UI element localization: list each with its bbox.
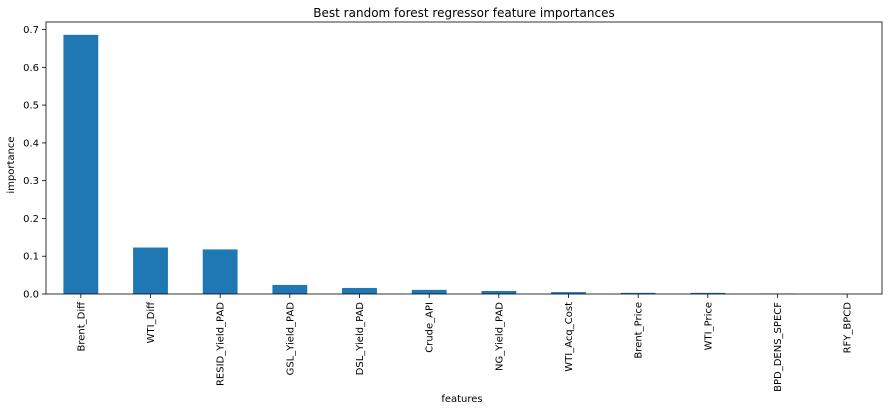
y-tick-label: 0.7 — [23, 25, 39, 36]
bar-gsl-yield-pad — [272, 284, 308, 294]
x-tick-label: RFY_BPCD — [843, 302, 854, 354]
y-tick-label: 0.3 — [23, 176, 39, 187]
y-tick-label: 0.5 — [23, 101, 39, 112]
bar-dsl-yield-pad — [342, 287, 377, 294]
y-tick-label: 0.0 — [23, 290, 39, 301]
bar-wti-diff — [133, 247, 168, 294]
x-tick-label: NG_Yield_PAD — [494, 302, 505, 371]
x-tick-label: WTI_Acq_Cost — [564, 302, 575, 372]
bar-wti-price — [690, 292, 726, 294]
x-tick-label: RESID_Yield_PAD — [216, 302, 227, 386]
plot-frame — [45, 21, 883, 295]
bar-resid-yield-pad — [202, 249, 238, 294]
y-tick-label: 0.1 — [23, 252, 39, 263]
x-tick-label: BPD_DENS_SPECF — [773, 302, 784, 392]
y-axis-ticks: 0.0 0.1 0.2 0.3 0.4 0.5 0.6 0.7 — [23, 25, 46, 301]
bar-crude-api — [411, 289, 447, 294]
y-axis-label: importance — [6, 136, 17, 193]
x-axis-label: features — [441, 394, 482, 405]
x-tick-label: Brent_Diff — [76, 301, 87, 352]
x-axis-ticks: Brent_Diff WTI_Diff RESID_Yield_PAD GSL_Yie… — [76, 294, 854, 392]
x-tick-label: WTI_Diff — [146, 301, 157, 343]
chart-title: Best random forest regressor feature imp… — [313, 6, 614, 20]
bar-brent-diff — [63, 34, 99, 294]
bar-ng-yield-pad — [481, 290, 517, 294]
x-tick-label: Brent_Price — [634, 302, 645, 359]
y-tick-label: 0.6 — [23, 63, 39, 74]
bars-group — [63, 34, 795, 294]
x-tick-label: Crude_API — [425, 302, 436, 353]
bar-wti-acq-cost — [551, 292, 586, 294]
bar-brent-price — [620, 292, 656, 294]
y-tick-label: 0.4 — [23, 138, 39, 149]
x-tick-label: GSL_Yield_PAD — [285, 302, 296, 376]
x-tick-label: DSL_Yield_PAD — [355, 302, 366, 376]
y-tick-label: 0.2 — [23, 214, 39, 225]
x-tick-label: WTI_Price — [703, 302, 714, 350]
